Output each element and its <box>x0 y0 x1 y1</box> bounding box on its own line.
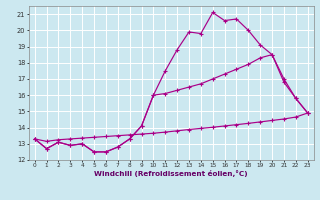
X-axis label: Windchill (Refroidissement éolien,°C): Windchill (Refroidissement éolien,°C) <box>94 170 248 177</box>
